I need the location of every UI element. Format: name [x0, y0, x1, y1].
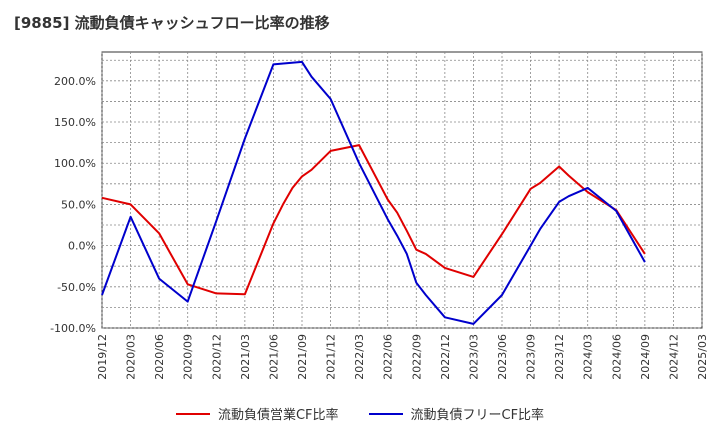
- series-lines: [101, 60, 646, 325]
- y-axis-ticks: -100.0% -50.0% 0.0% 50.0% 100.0% 150.0% 200.0%: [50, 75, 96, 335]
- legend: 流動負債営業CF比率 流動負債フリーCF比率: [0, 404, 720, 423]
- x-tick-label: 2022/06: [382, 334, 395, 380]
- x-tick-label: 2023/03: [467, 334, 480, 380]
- x-tick-label: 2020/12: [210, 334, 223, 380]
- y-tick-label: 50.0%: [61, 198, 96, 211]
- x-tick-label: 2023/09: [525, 334, 538, 380]
- x-tick-label: 2020/03: [125, 334, 138, 380]
- x-axis-ticks: 2019/12 2020/03 2020/06 2020/09 2020/12 2021/…: [96, 334, 709, 380]
- x-tick-label: 2021/06: [267, 334, 280, 380]
- x-tick-label: 2024/09: [639, 334, 652, 380]
- x-tick-label: 2021/03: [239, 334, 252, 380]
- legend-item-operating-cf: 流動負債営業CF比率: [175, 404, 339, 423]
- grid-lines: [101, 52, 703, 329]
- line-chart: -100.0% -50.0% 0.0% 50.0% 100.0% 150.0% 200.0%…: [50, 51, 709, 380]
- x-tick-label: 2020/09: [182, 334, 195, 380]
- chart-title: [9885] 流動負債キャッシュフロー比率の推移: [14, 14, 330, 32]
- x-tick-label: 2023/06: [496, 334, 509, 380]
- x-tick-label: 2024/06: [610, 334, 623, 380]
- x-tick-label: 2023/12: [553, 334, 566, 380]
- y-tick-label: -100.0%: [50, 322, 96, 335]
- x-tick-label: 2021/09: [296, 334, 309, 380]
- legend-swatch-blue: [368, 412, 403, 415]
- y-tick-label: -50.0%: [57, 281, 96, 294]
- x-tick-label: 2021/12: [325, 334, 338, 380]
- y-tick-label: 0.0%: [68, 240, 96, 253]
- y-tick-label: 200.0%: [54, 75, 96, 88]
- x-tick-label: 2022/09: [410, 334, 423, 380]
- legend-label-free-cf: 流動負債フリーCF比率: [410, 408, 545, 423]
- y-tick-label: 150.0%: [54, 116, 96, 129]
- x-tick-label: 2022/03: [353, 334, 366, 380]
- legend-swatch-red: [175, 412, 210, 415]
- x-tick-label: 2025/03: [696, 334, 709, 380]
- x-tick-label: 2024/12: [667, 334, 680, 380]
- x-tick-label: 2020/06: [153, 334, 166, 380]
- series-line-free-cf: [101, 60, 646, 325]
- legend-item-free-cf: 流動負債フリーCF比率: [368, 404, 545, 423]
- series-line-operating-cf: [101, 144, 646, 296]
- x-tick-label: 2019/12: [96, 334, 109, 380]
- x-tick-label: 2022/12: [439, 334, 452, 380]
- y-tick-label: 100.0%: [54, 157, 96, 170]
- x-tick-label: 2024/03: [582, 334, 595, 380]
- legend-label-operating-cf: 流動負債営業CF比率: [217, 408, 339, 423]
